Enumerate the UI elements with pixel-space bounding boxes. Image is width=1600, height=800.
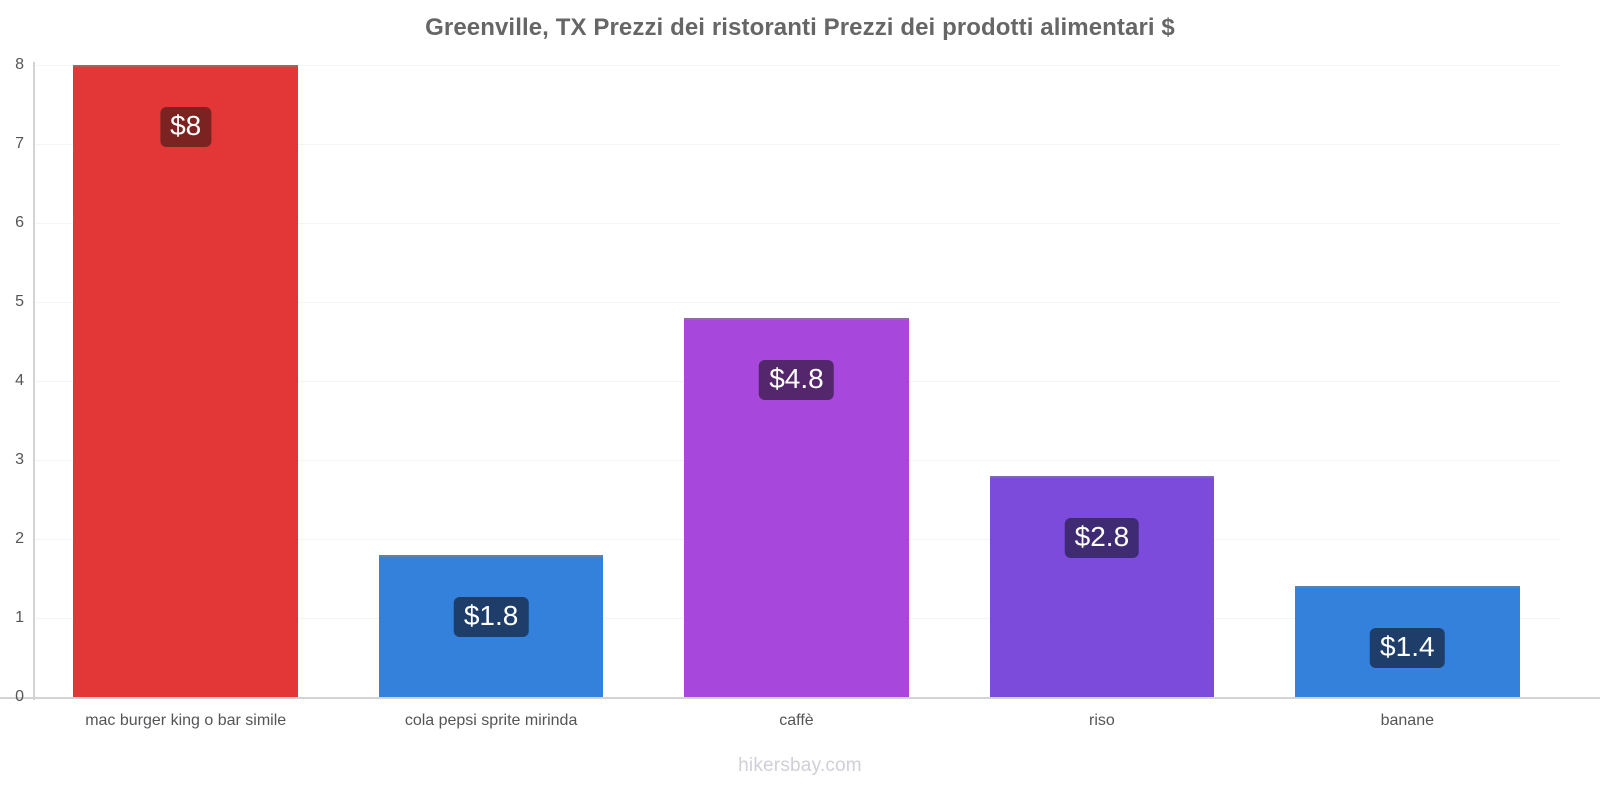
x-axis-tick-label: banane (1380, 712, 1434, 729)
y-axis-tick-label: 5 (15, 293, 24, 310)
y-axis-tick-label: 8 (15, 56, 24, 73)
plot-area: $8 $1.8 $4.8 $2.8 $1.4 (33, 65, 1560, 697)
bar[interactable]: $4.8 (684, 317, 909, 697)
bar[interactable]: $2.8 (989, 475, 1215, 697)
x-axis-tick-label: riso (1088, 712, 1115, 729)
bar-value-label: $4.8 (759, 359, 834, 400)
bar[interactable]: $8 (73, 65, 298, 697)
x-axis-line (0, 697, 1600, 699)
y-axis-tick-label: 2 (15, 530, 24, 547)
bar-value-label: $8 (160, 107, 212, 147)
gridline (33, 302, 1560, 303)
y-axis-tick-label: 1 (15, 609, 24, 626)
bar-value-label: $1.4 (1370, 628, 1445, 669)
gridline (33, 223, 1560, 224)
chart-title: Greenville, TX Prezzi dei ristoranti Pre… (425, 14, 1175, 41)
bar[interactable]: $1.8 (378, 554, 604, 697)
gridline (33, 65, 1560, 66)
bar-value-label: $2.8 (1064, 517, 1140, 558)
y-axis-tick-label: 7 (15, 135, 24, 152)
y-axis-tick-label: 3 (15, 451, 24, 468)
footer-credit: hikersbay.com (738, 755, 862, 776)
x-axis-tick-label: cola pepsi sprite mirinda (404, 712, 578, 729)
bar-value-label: $1.8 (453, 596, 529, 637)
y-axis-tick-label: 6 (15, 214, 24, 231)
gridline (33, 144, 1560, 145)
x-axis-tick-label: caffè (779, 712, 814, 729)
y-axis-line (33, 62, 35, 700)
y-axis-tick-label: 0 (15, 688, 24, 705)
x-axis-tick-label: mac burger king o bar simile (85, 712, 287, 729)
bar[interactable]: $1.4 (1295, 586, 1520, 697)
y-axis-tick-label: 4 (15, 372, 24, 389)
